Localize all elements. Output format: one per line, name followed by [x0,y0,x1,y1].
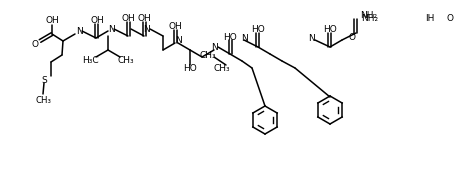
Text: OH: OH [168,21,182,31]
Text: HO: HO [251,24,265,33]
Text: O: O [349,33,356,41]
Text: CH₃: CH₃ [35,95,51,105]
Text: O: O [447,14,454,23]
Text: OH: OH [90,16,104,24]
Text: HO: HO [223,33,237,41]
Text: NH₂: NH₂ [362,14,379,23]
Text: N: N [76,26,82,36]
Text: N: N [241,33,247,43]
Text: N: N [211,43,219,51]
Text: OH: OH [137,14,151,23]
Text: N: N [174,36,182,45]
Text: N: N [144,24,150,33]
Text: HO: HO [323,24,337,33]
Text: O: O [31,40,38,48]
Text: CH₃: CH₃ [200,51,216,60]
Text: N: N [108,24,114,33]
Text: S: S [41,75,47,85]
Text: OH: OH [45,16,59,24]
Text: N: N [309,33,315,43]
Text: H₃C: H₃C [82,56,98,65]
Text: HO: HO [183,63,197,73]
Text: IH: IH [425,14,435,23]
Text: NH₂: NH₂ [360,11,377,19]
Text: CH₃: CH₃ [118,56,134,65]
Text: OH: OH [121,14,135,23]
Text: CH₃: CH₃ [214,63,230,73]
